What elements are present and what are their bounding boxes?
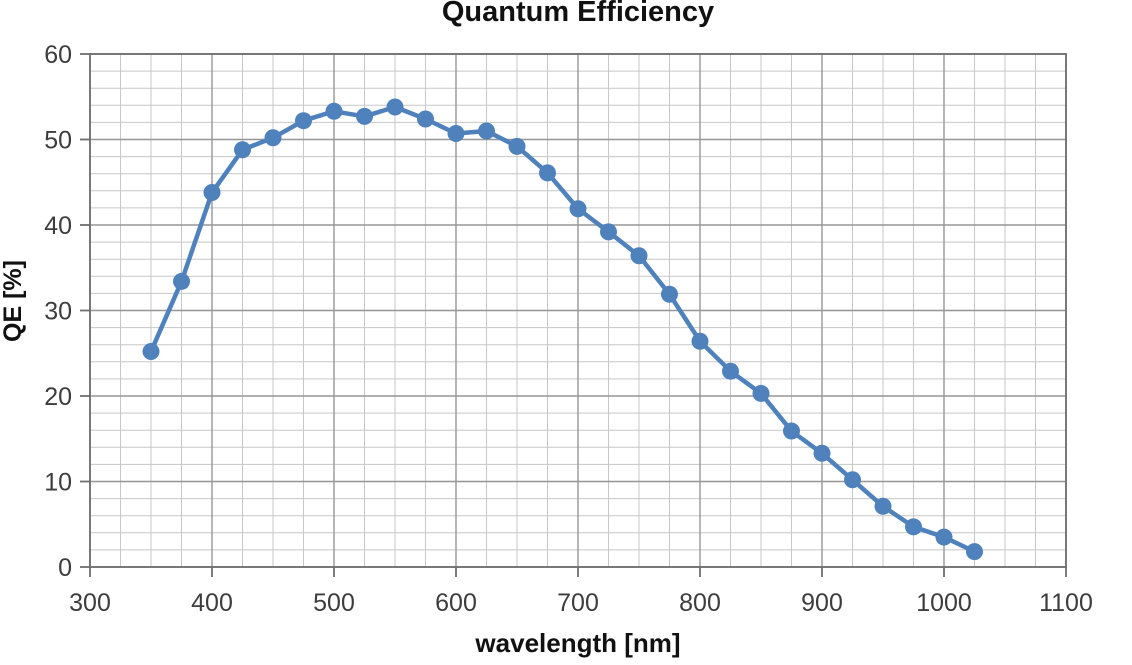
data-point (417, 110, 434, 128)
data-point (935, 528, 953, 546)
data-point (813, 444, 831, 462)
data-point (478, 122, 495, 140)
data-point (173, 272, 190, 290)
x-tick-label: 400 (191, 589, 233, 617)
data-point (142, 343, 160, 361)
y-tick-label: 50 (44, 127, 72, 155)
data-point (203, 184, 221, 202)
data-point (966, 543, 983, 561)
x-tick-label: 900 (801, 589, 843, 617)
x-tick-label: 300 (69, 589, 111, 617)
data-point (356, 107, 373, 125)
y-tick-label: 20 (44, 383, 72, 411)
data-point (874, 497, 892, 515)
x-tick-labels: 300 400 500 600 700 800 900 1000 1100 (69, 589, 1093, 617)
major-gridlines (89, 53, 1067, 568)
data-point (783, 422, 800, 440)
data-point (539, 164, 556, 182)
data-point (600, 223, 617, 241)
x-tick-label: 500 (313, 589, 355, 617)
data-point (386, 98, 404, 116)
data-point (722, 362, 739, 380)
data-point (752, 384, 770, 402)
data-point (447, 125, 465, 143)
y-tick-label: 10 (44, 469, 72, 497)
data-point (325, 102, 343, 120)
data-point (295, 112, 312, 130)
qe-series-markers (142, 98, 983, 561)
data-point (234, 141, 251, 159)
x-axis-title: wavelength [nm] (475, 628, 681, 658)
x-tick-label: 1100 (1039, 589, 1093, 617)
data-point (661, 285, 678, 303)
y-tick-labels: 0 10 20 30 40 50 60 (44, 41, 72, 582)
qe-series-line (148, 104, 977, 554)
x-tick-label: 700 (557, 589, 599, 617)
data-point (905, 518, 922, 536)
chart-title: Quantum Efficiency (441, 0, 715, 28)
x-tick-label: 800 (679, 589, 721, 617)
data-point (508, 137, 526, 155)
y-tick-label: 40 (44, 212, 72, 240)
data-point (691, 332, 709, 350)
y-tick-label: 0 (58, 554, 72, 582)
data-point (630, 247, 648, 265)
y-tick-label: 60 (44, 41, 72, 69)
x-tick-label: 600 (435, 589, 477, 617)
data-point (844, 471, 861, 489)
data-point (569, 200, 587, 218)
data-point (264, 129, 282, 147)
x-tick-label: 1000 (916, 589, 972, 617)
y-tick-label: 30 (44, 298, 72, 326)
axis-ticks (80, 53, 1067, 577)
